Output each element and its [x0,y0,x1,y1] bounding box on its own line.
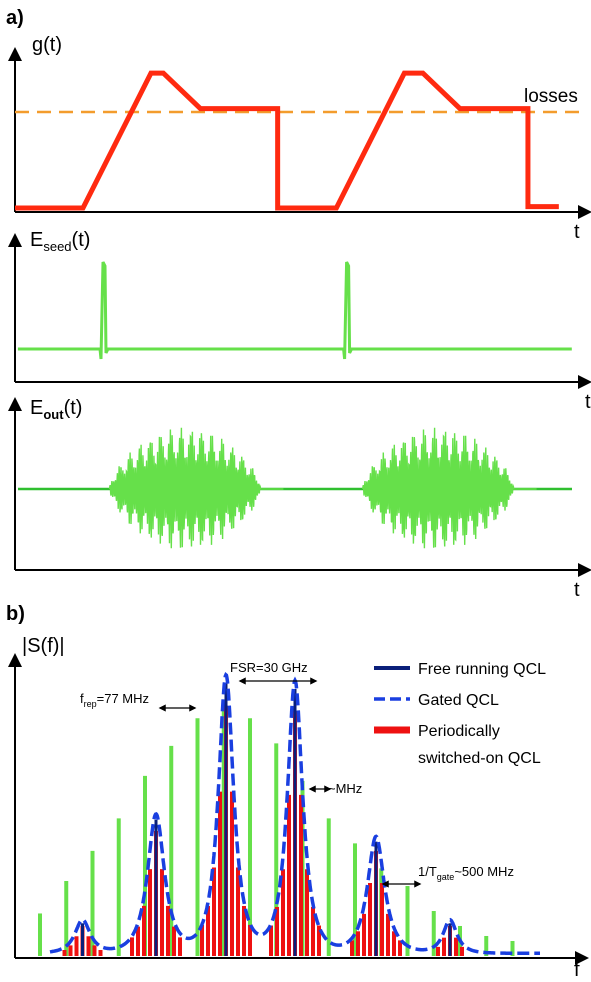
legend-gated-label: Gated QCL [418,692,499,709]
legend-switched-label-1: Periodically [418,723,500,740]
out-burst-2 [362,427,537,549]
legend-switched-label-2: switched-on QCL [418,750,541,767]
spec-xlabel: f [574,959,580,981]
legend-free-running-label: Free running QCL [418,661,546,678]
gain-curve [15,70,559,211]
gain-ylabel: g(t) [32,34,62,56]
frep-annotation: frep=77 MHz [80,691,149,709]
seed-xlabel: t [585,391,591,413]
out-burst-1 [108,427,284,549]
seed-ylabel: Eseed(t) [30,229,90,254]
losses-label: losses [524,86,578,107]
seed-trace [17,261,572,360]
fsr-annotation: FSR=30 GHz [230,660,308,675]
gain-xlabel: t [574,221,580,243]
gain-panel: g(t) t losses [8,34,591,243]
panel-b-label: b) [6,603,25,625]
mhz-annotation: ~MHz [328,781,362,796]
out-ylabel: Eout(t) [30,397,82,422]
spec-ylabel: |S(f)| [22,635,65,657]
switched-on-lines [62,705,464,956]
tgate-annotation: 1/Tgate~500 MHz [418,864,514,882]
panel-a-label: a) [6,7,24,29]
spectrum-panel: |S(f)| f frep=77 MHz FSR=30 GHz ~MHz 1/T… [8,635,589,981]
out-panel: Eout(t) t [8,397,591,601]
free-running-lines [81,683,452,956]
seed-panel: Eseed(t) t [8,229,591,413]
legend: Free running QCL Gated QCL Periodically … [374,661,546,767]
out-xlabel: t [574,579,580,601]
